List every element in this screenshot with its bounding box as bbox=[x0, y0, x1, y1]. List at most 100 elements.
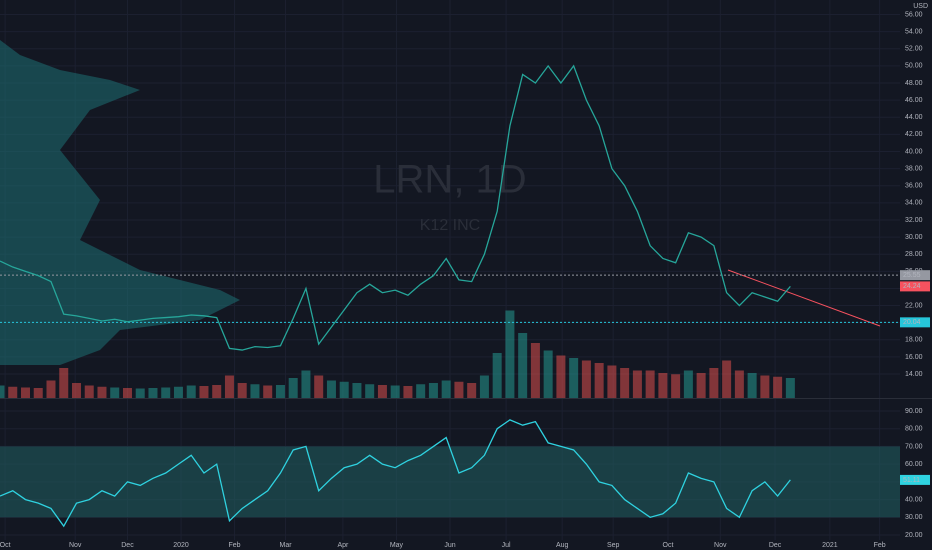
volume-profile bbox=[0, 40, 240, 365]
volume-bar bbox=[71, 383, 81, 398]
volume-bar bbox=[135, 388, 145, 398]
y-tick-label: 28.00 bbox=[905, 251, 923, 258]
volume-bar bbox=[683, 370, 693, 398]
volume-bar bbox=[365, 384, 375, 398]
y-tick-label: 32.00 bbox=[905, 217, 923, 224]
y-tick-label: 56.00 bbox=[905, 11, 923, 18]
watermark-title: LRN, 1D bbox=[373, 158, 526, 202]
rsi-tick-label: 20.00 bbox=[905, 532, 923, 539]
volume-bar bbox=[59, 368, 69, 398]
x-tick-label: Jul bbox=[502, 542, 511, 549]
last-rsi-box bbox=[900, 474, 930, 485]
volume-bar bbox=[0, 385, 5, 398]
watermark-subtitle: K12 INC bbox=[420, 217, 480, 234]
volume-bar bbox=[173, 386, 183, 398]
volume-bar bbox=[314, 375, 324, 398]
volume-bar bbox=[97, 386, 107, 398]
rsi-tick-label: 30.00 bbox=[905, 514, 923, 521]
volume-bar bbox=[734, 370, 744, 398]
trend-line bbox=[727, 269, 881, 327]
volume-bar bbox=[20, 387, 30, 398]
x-tick-label: Jun bbox=[444, 542, 455, 549]
x-tick-label: Dec bbox=[121, 542, 134, 549]
x-tick-label: Apr bbox=[337, 542, 349, 549]
y-tick-label: 40.00 bbox=[905, 148, 923, 155]
volume-bar bbox=[722, 360, 732, 398]
volume-bar bbox=[658, 373, 668, 398]
price-level-box bbox=[900, 270, 930, 281]
y-tick-label: 14.00 bbox=[905, 371, 923, 378]
x-tick-label: Feb bbox=[229, 542, 241, 549]
volume-bar bbox=[339, 381, 349, 398]
x-tick-label: Mar bbox=[280, 542, 293, 549]
y-tick-label: 34.00 bbox=[905, 200, 923, 207]
last-price-box bbox=[900, 281, 930, 292]
x-tick-label: Aug bbox=[556, 542, 569, 549]
y-tick-label: 46.00 bbox=[905, 97, 923, 104]
volume-bar bbox=[556, 355, 566, 398]
volume-bar bbox=[326, 380, 336, 398]
y-tick-label: 30.00 bbox=[905, 234, 923, 241]
currency: USD bbox=[913, 3, 928, 10]
volume-bar bbox=[492, 353, 502, 398]
volume-bar bbox=[607, 365, 617, 398]
volume-bar bbox=[377, 385, 387, 398]
x-tick-label: 2021 bbox=[822, 542, 838, 549]
volume-bar bbox=[275, 385, 285, 398]
volume-bar bbox=[186, 385, 196, 398]
y-tick-label: 48.00 bbox=[905, 80, 923, 87]
y-tick-label: 50.00 bbox=[905, 63, 923, 70]
volume-bar bbox=[148, 388, 158, 398]
volume-bar bbox=[301, 370, 311, 398]
x-tick-label: 2020 bbox=[173, 542, 189, 549]
x-tick-label: Dec bbox=[769, 542, 782, 549]
volume-bar bbox=[594, 363, 604, 398]
volume-bar bbox=[747, 373, 757, 398]
volume-bar bbox=[428, 383, 438, 398]
volume-bar bbox=[569, 358, 579, 398]
volume-bar bbox=[110, 387, 120, 398]
volume-bar bbox=[288, 378, 298, 398]
y-tick-label: 16.00 bbox=[905, 354, 923, 361]
rsi-line bbox=[0, 419, 791, 528]
last-price-label: 24.24 bbox=[903, 283, 921, 290]
y-tick-label: 52.00 bbox=[905, 46, 923, 53]
y-tick-label: 38.00 bbox=[905, 165, 923, 172]
volume-bar bbox=[518, 333, 528, 398]
volume-bar bbox=[773, 376, 783, 398]
y-tick-label: 44.00 bbox=[905, 114, 923, 121]
volume-bar bbox=[645, 370, 655, 398]
rsi-tick-label: 40.00 bbox=[905, 496, 923, 503]
x-tick-label: Feb bbox=[874, 542, 886, 549]
volume-bar bbox=[441, 380, 451, 398]
volume-bar bbox=[122, 388, 132, 398]
x-tick-label: Oct bbox=[0, 542, 11, 549]
volume-bar bbox=[467, 383, 477, 398]
volume-bar bbox=[530, 343, 540, 398]
price-level-box bbox=[900, 317, 930, 328]
volume-bar bbox=[785, 378, 795, 398]
volume-bar bbox=[250, 384, 260, 398]
rsi-tick-label: 80.00 bbox=[905, 426, 923, 433]
y-tick-label: 18.00 bbox=[905, 337, 923, 344]
volume-bar bbox=[46, 380, 56, 398]
volume-bar bbox=[212, 385, 222, 398]
x-tick-label: Oct bbox=[663, 542, 674, 549]
price-level-label: 20.04 bbox=[903, 319, 921, 326]
volume-bar bbox=[161, 387, 171, 398]
volume-bar bbox=[760, 375, 770, 398]
volume-bar bbox=[8, 386, 18, 398]
volume-bar bbox=[620, 368, 630, 398]
volume-bar bbox=[390, 385, 400, 398]
rsi-tick-label: 90.00 bbox=[905, 408, 923, 415]
rsi-tick-label: 60.00 bbox=[905, 461, 923, 468]
volume-bar bbox=[237, 383, 247, 398]
volume-bar bbox=[403, 386, 413, 398]
y-tick-label: 42.00 bbox=[905, 131, 923, 138]
y-tick-label: 36.00 bbox=[905, 183, 923, 190]
volume-bar bbox=[224, 375, 234, 398]
volume-bar bbox=[33, 388, 43, 398]
volume-bar bbox=[479, 375, 489, 398]
last-rsi-label: 51.11 bbox=[903, 477, 920, 484]
